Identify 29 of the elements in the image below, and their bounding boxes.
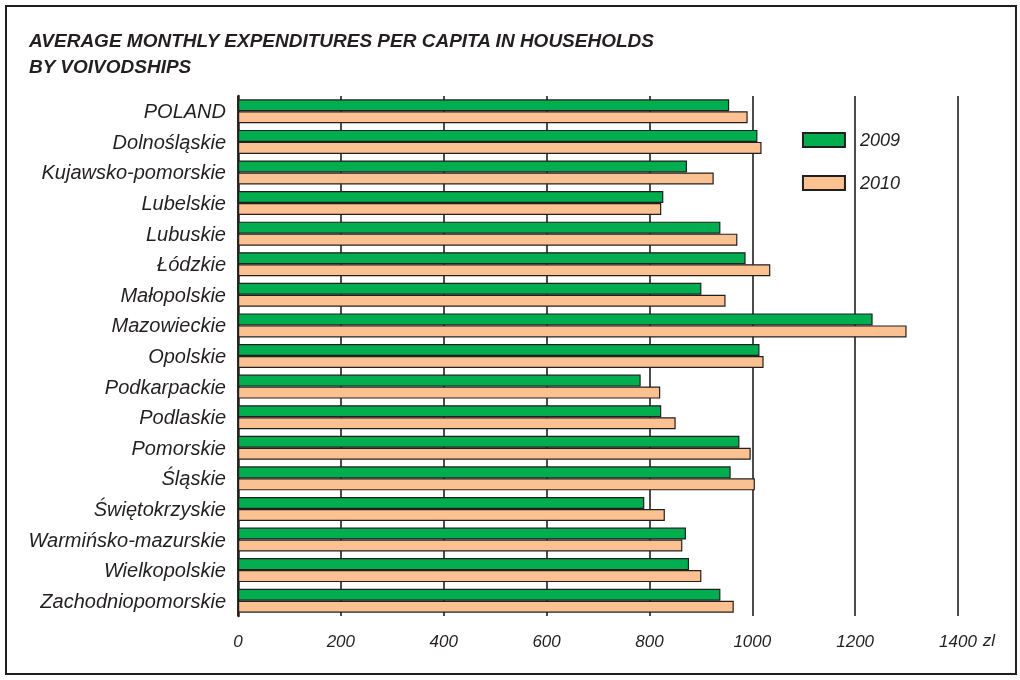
chart-title: AVERAGE MONTHLY EXPENDITURES PER CAPITA IN HOUSEHOLDS BY VOIVODSHIPS [28,29,655,77]
x-tick-label: 0 [233,632,244,651]
y-tick-label: Śląskie [161,466,226,490]
y-tick-label: Dolnośląskie [112,130,226,153]
y-tick-label: Małopolskie [120,283,226,306]
x-tick-label: 800 [635,632,665,651]
x-axis-title: zl [981,631,997,650]
y-tick-label: Podlaskie [139,406,226,429]
x-tick-label: 1400 [939,632,978,651]
y-tick-label: Lubuskie [145,222,226,245]
y-tick-label: Wielkopolskie [103,559,226,582]
x-tick-label: 200 [325,632,356,651]
y-tick-label: Lubelskie [141,192,226,215]
y-tick-label: Świętokrzyskie [93,496,226,520]
legend-label: 2010 [858,173,900,193]
y-tick-label: Podkarpackie [104,375,226,398]
x-tick-label: 400 [429,632,459,651]
y-tick-label: Warmińsko-mazurskie [28,528,226,551]
x-tick-label: 1000 [733,632,772,651]
y-tick-label: Zachodniopomorskie [39,589,226,612]
y-tick-label: Łódzkie [157,253,226,276]
x-tick-label: 1200 [836,632,875,651]
y-tick-label: Kujawsko-pomorskie [41,161,226,184]
y-tick-label: Pomorskie [131,436,226,459]
y-tick-label: Mazowieckie [111,314,226,337]
y-tick-label: POLAND [143,100,226,123]
x-tick-label: 600 [532,632,562,651]
y-tick-label: Opolskie [148,345,226,367]
legend-label: 2009 [858,130,900,150]
